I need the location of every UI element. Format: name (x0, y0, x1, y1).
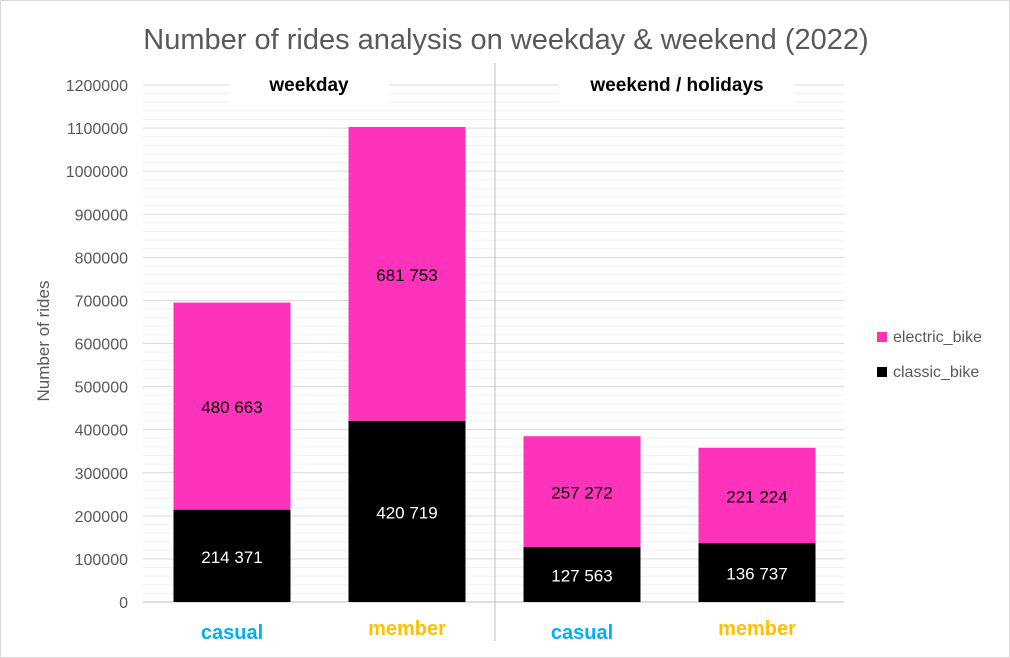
bar-segment-classic_bike (698, 543, 816, 602)
y-tick-label: 100000 (75, 552, 128, 569)
y-tick-label: 600000 (75, 337, 128, 354)
x-category-label: member (368, 618, 446, 640)
x-axis-categories: casual member casual member (201, 618, 796, 644)
x-category-label: casual (201, 622, 263, 644)
y-tick-label: 400000 (75, 423, 128, 440)
group-header-label: weekday (268, 75, 349, 96)
data-label-electric_bike: 221 224 (726, 487, 787, 506)
group-header-background (229, 65, 389, 105)
data-label-classic_bike: 136 737 (726, 565, 787, 584)
bar-segment-electric_bike (523, 436, 641, 548)
data-labels: 214 371 480 663 420 719 681 753 127 563 257 2… (201, 266, 787, 586)
y-tick-label: 900000 (75, 207, 128, 224)
bar-segment-classic_bike (173, 509, 291, 602)
group-header-background (559, 65, 795, 105)
bars (173, 127, 816, 602)
bar-segment-classic_bike (348, 420, 466, 602)
data-label-classic_bike: 214 371 (201, 548, 262, 567)
legend-label-classic_bike: classic_bike (893, 364, 979, 381)
y-tick-label: 800000 (75, 250, 128, 267)
y-axis-title: Number of rides (34, 281, 53, 402)
legend-label-electric_bike: electric_bike (893, 329, 982, 346)
bar-segment-electric_bike (698, 447, 816, 544)
data-label-classic_bike: 127 563 (551, 567, 612, 586)
legend-swatch-classic_bike (877, 367, 887, 377)
legend-swatch-electric_bike (877, 332, 887, 342)
data-label-electric_bike: 480 663 (201, 398, 262, 417)
y-axis-ticks: 0 100000 200000 300000 400000 500000 600000 700… (66, 78, 128, 612)
legend: electric_bike classic_bike (877, 329, 982, 381)
x-category-label: casual (551, 622, 613, 644)
group-headers: weekday weekend / holidays (229, 65, 795, 105)
bar-segment-classic_bike (523, 547, 641, 602)
data-label-electric_bike: 681 753 (376, 266, 437, 285)
bar-segment-electric_bike (348, 127, 466, 421)
y-tick-label: 1200000 (66, 78, 128, 95)
y-tick-label: 300000 (75, 466, 128, 483)
y-tick-label: 700000 (75, 293, 128, 310)
x-category-label: member (718, 618, 796, 640)
data-label-classic_bike: 420 719 (376, 503, 437, 522)
chart-title: Number of rides analysis on weekday & we… (143, 24, 868, 56)
y-tick-label: 0 (119, 595, 128, 612)
y-tick-label: 1100000 (67, 121, 128, 138)
bar-segment-electric_bike (173, 302, 291, 510)
data-label-electric_bike: 257 272 (551, 484, 612, 503)
y-tick-label: 500000 (75, 380, 128, 397)
y-tick-label: 200000 (75, 509, 128, 526)
y-tick-label: 1000000 (66, 164, 128, 181)
group-header-label: weekend / holidays (589, 75, 763, 96)
